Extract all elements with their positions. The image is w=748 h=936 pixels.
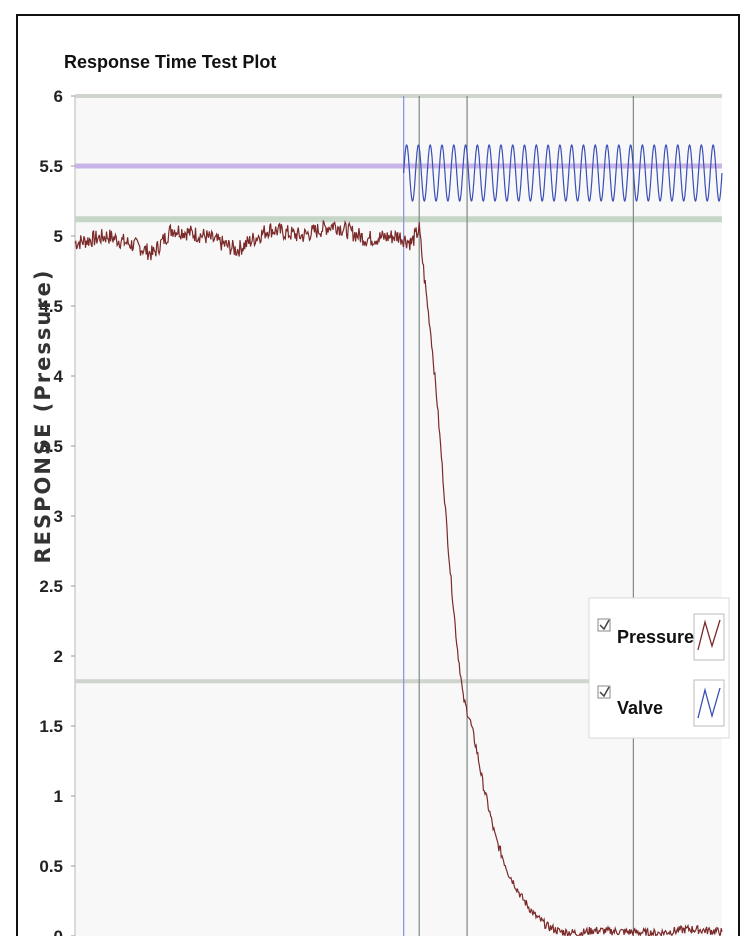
y-tick-label: 2: [54, 647, 63, 666]
series-layer: [74, 144, 723, 936]
legend-label-valve: Valve: [617, 698, 663, 718]
y-tick-label: 3: [54, 507, 63, 526]
y-tick-label: 0: [54, 927, 63, 936]
legend-item-valve[interactable]: Valve: [597, 679, 725, 727]
series-line-pressure: [74, 219, 723, 936]
y-axis-label: RESPONSE (Pressure): [31, 269, 55, 564]
series-line-valve: [403, 144, 723, 202]
y-tick-label: 2.5: [39, 577, 63, 596]
legend: Pressure Valve: [588, 597, 730, 739]
y-tick-label: 6: [54, 87, 63, 106]
chart-title: Response Time Test Plot: [64, 52, 276, 72]
y-tick-label: 5: [54, 227, 63, 246]
valve-checkbox[interactable]: [597, 685, 611, 699]
pressure-checkbox[interactable]: [597, 618, 611, 632]
y-tick-label: 4.5: [39, 297, 63, 316]
reference-lines: [75, 94, 722, 936]
check-icon: [599, 619, 610, 631]
y-tick-label: 1.5: [39, 717, 63, 736]
outer-border: [16, 14, 740, 936]
y-tick-label: 4: [54, 367, 64, 386]
pressure-swatch-icon: [697, 619, 721, 651]
y-axis-ticks: 0 0.5 1 1.5 2 2.5 3 3.5 4 4.5 5 5.5 6: [39, 87, 75, 936]
legend-item-pressure[interactable]: Pressure: [597, 613, 725, 661]
y-tick-label: 5.5: [39, 157, 63, 176]
y-tick-label: 0.5: [39, 857, 63, 876]
valve-swatch-icon: [697, 687, 721, 719]
y-tick-label: 3.5: [39, 437, 63, 456]
legend-label-pressure: Pressure: [617, 627, 694, 647]
y-tick-label: 1: [54, 787, 63, 806]
check-icon: [599, 686, 610, 698]
